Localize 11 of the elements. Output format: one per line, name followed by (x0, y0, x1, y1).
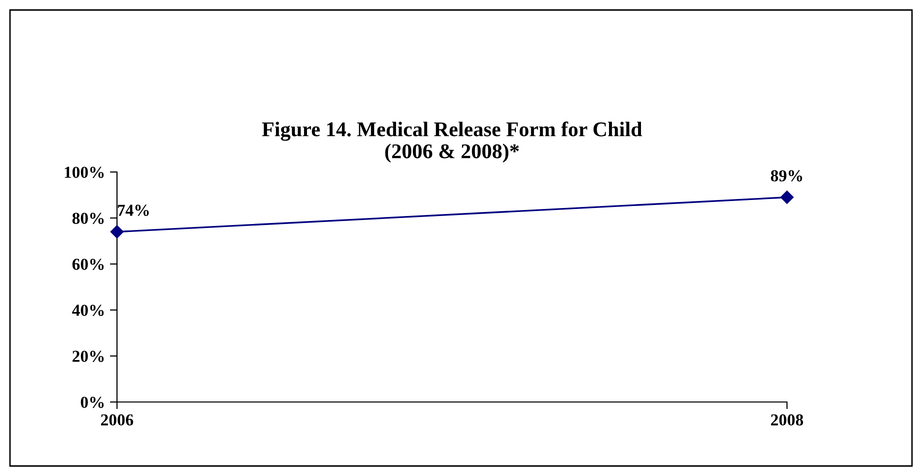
data-label: 89% (770, 170, 802, 182)
data-label: 74% (118, 204, 149, 216)
chart-title: Figure 14. Medical Release Form for Child (2006 & 2008)* (262, 121, 642, 163)
y-tick-label: 0% (80, 396, 104, 408)
y-tick-label: 40% (72, 304, 104, 316)
y-tick-label: 20% (72, 350, 104, 362)
x-tick-label: 2006 (101, 414, 134, 426)
x-tick-label: 2008 (771, 414, 804, 426)
y-tick-label: 80% (72, 212, 104, 224)
y-tick-label: 100% (64, 166, 104, 178)
y-tick-label: 60% (72, 258, 104, 270)
